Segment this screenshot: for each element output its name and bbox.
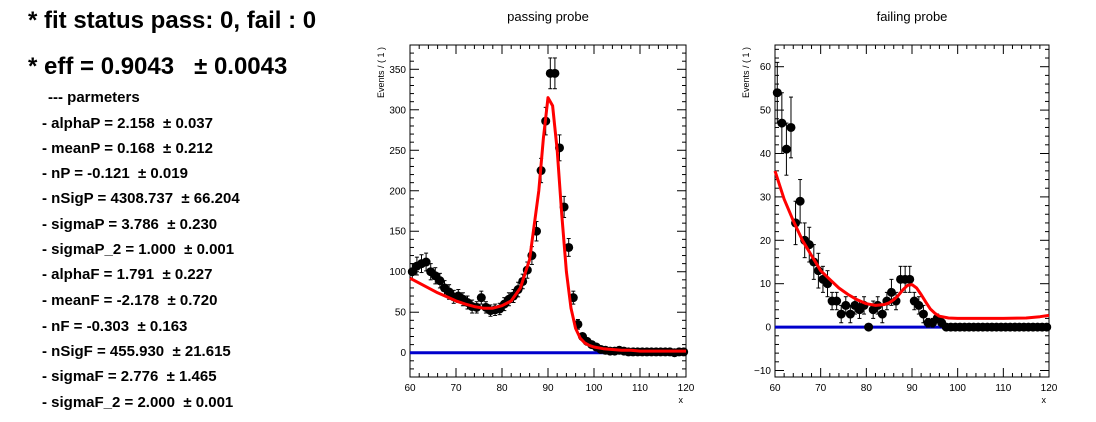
data-marker (435, 276, 445, 286)
chart-title: failing probe (877, 9, 948, 24)
data-marker (845, 309, 855, 319)
data-marker (918, 309, 928, 319)
data-marker (886, 287, 896, 297)
data-marker (1042, 322, 1052, 332)
y-tick-label: −10 (754, 366, 771, 377)
y-tick-label: 0 (765, 323, 771, 334)
data-point (795, 179, 805, 224)
x-tick-label: 100 (586, 383, 603, 394)
parameters-header: --- parmeters (48, 89, 140, 106)
y-tick-label: 30 (760, 192, 772, 203)
fit-status-text: * fit status pass: 0, fail : 0 (28, 7, 317, 34)
y-tick-label: 10 (760, 279, 772, 290)
param-sigmaP: - sigmaP = 3.786 ± 0.230 (42, 216, 218, 233)
data-marker (905, 274, 915, 284)
param-sigmaP-2: - sigmaP_2 = 1.000 ± 0.001 (42, 241, 235, 258)
data-point (564, 238, 574, 257)
y-tick-label: 60 (760, 62, 772, 73)
data-point (435, 272, 445, 289)
data-marker (421, 257, 431, 267)
data-marker (864, 322, 874, 332)
y-tick-label: 50 (760, 106, 772, 117)
data-point (845, 304, 855, 324)
data-point (777, 92, 787, 154)
data-marker (772, 88, 782, 98)
y-tick-label: 0 (400, 348, 406, 359)
data-marker (564, 242, 574, 252)
x-tick-label: 110 (632, 383, 648, 394)
y-tick-label: 150 (389, 227, 406, 238)
y-tick-label: 50 (395, 308, 407, 319)
y-axis-label: Events / ( 1 ) (376, 47, 386, 98)
param-meanP: - meanP = 0.168 ± 0.212 (42, 140, 213, 157)
data-point (772, 61, 782, 124)
data-point (476, 290, 486, 305)
x-axis-label: x (1042, 395, 1047, 405)
data-point (905, 265, 915, 293)
y-tick-label: 350 (389, 65, 406, 76)
data-point (823, 270, 833, 298)
param-alphaP: - alphaP = 2.158 ± 0.037 (42, 115, 213, 132)
param-meanF: - meanF = -2.178 ± 0.720 (42, 292, 218, 309)
y-tick-label: 20 (760, 236, 772, 247)
plot-frame (409, 44, 687, 378)
data-point (918, 304, 928, 324)
fit-summary-panel: * fit status pass: 0, fail : 0 * eff = 0… (0, 0, 370, 422)
data-marker (877, 309, 887, 319)
data-point (421, 252, 431, 272)
x-tick-label: 70 (450, 383, 462, 394)
data-marker (781, 144, 791, 154)
data-point (836, 304, 846, 324)
data-point (781, 122, 791, 176)
data-marker (832, 296, 842, 306)
x-tick-label: 120 (1041, 383, 1058, 394)
data-point (832, 291, 842, 311)
data-marker (836, 309, 846, 319)
x-tick-label: 110 (995, 383, 1011, 394)
fit-curve (409, 96, 686, 353)
efficiency-text: * eff = 0.9043 ± 0.0043 (28, 53, 288, 80)
data-point (914, 296, 924, 315)
y-tick-label: 100 (389, 267, 406, 278)
param-sigmaF-2: - sigmaF_2 = 2.000 ± 0.001 (42, 394, 234, 411)
x-tick-label: 70 (815, 383, 827, 394)
data-marker (795, 196, 805, 206)
x-tick-label: 120 (678, 383, 695, 394)
data-point (1042, 322, 1052, 332)
x-tick-label: 90 (906, 383, 918, 394)
param-nSigP: - nSigP = 4308.737 ± 66.204 (42, 190, 240, 207)
chart-title: passing probe (507, 9, 589, 24)
fit-curve (773, 170, 1050, 320)
data-marker (476, 293, 486, 303)
param-alphaF: - alphaF = 1.791 ± 0.227 (42, 266, 213, 283)
x-tick-label: 80 (496, 383, 508, 394)
x-tick-label: 100 (949, 383, 966, 394)
x-tick-label: 60 (769, 383, 781, 394)
param-nF: - nF = -0.303 ± 0.163 (42, 318, 188, 335)
data-point (786, 96, 796, 159)
data-marker (841, 300, 851, 310)
param-nP: - nP = -0.121 ± 0.019 (42, 165, 188, 182)
data-point (550, 57, 560, 90)
x-tick-label: 80 (861, 383, 873, 394)
param-nSigF: - nSigF = 455.930 ± 21.615 (42, 343, 231, 360)
y-tick-label: 300 (389, 105, 406, 116)
y-axis-label: Events / ( 1 ) (741, 47, 751, 98)
y-tick-label: 200 (389, 186, 406, 197)
x-tick-label: 60 (404, 383, 416, 394)
data-marker (914, 300, 924, 310)
data-marker (823, 279, 833, 289)
data-marker (777, 118, 787, 128)
y-tick-label: 40 (760, 149, 772, 160)
param-sigmaF: - sigmaF = 2.776 ± 1.465 (42, 368, 217, 385)
x-axis-label: x (679, 395, 684, 405)
data-point (864, 322, 874, 332)
data-marker (550, 68, 560, 78)
y-tick-label: 250 (389, 146, 406, 157)
data-marker (786, 122, 796, 132)
x-tick-label: 90 (542, 383, 554, 394)
